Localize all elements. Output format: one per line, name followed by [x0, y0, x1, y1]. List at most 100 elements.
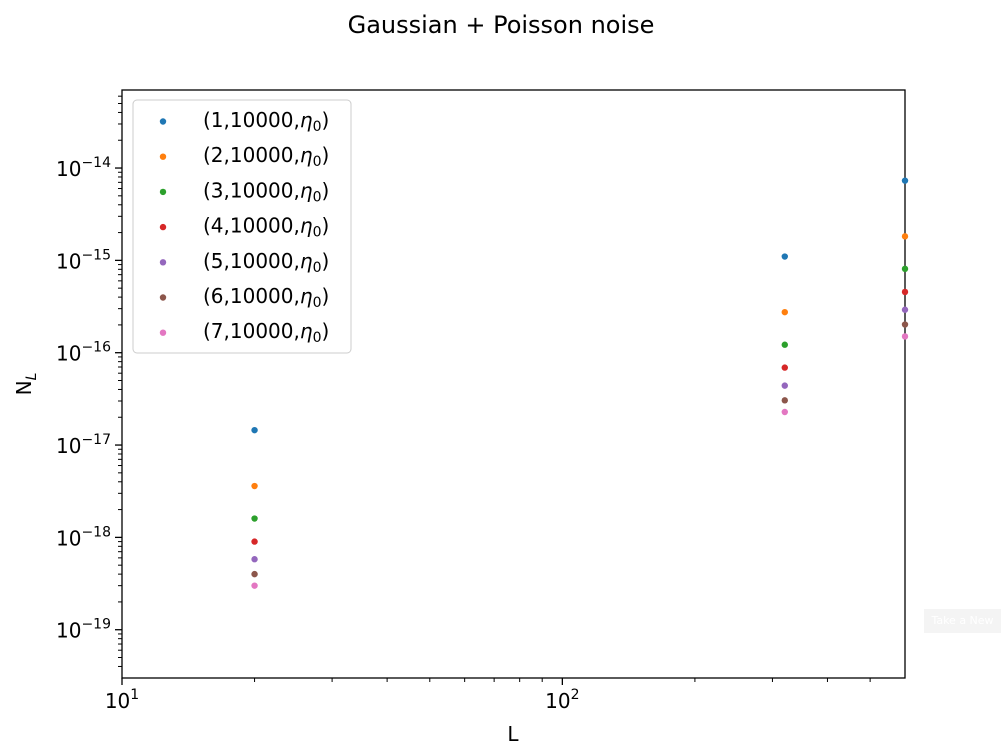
y-tick-label-base: 10 — [56, 157, 81, 181]
legend-label-text: (3,10000, — [203, 178, 300, 202]
legend-label-close: ) — [321, 284, 329, 308]
data-point — [901, 321, 909, 328]
legend-label-symbol: η — [300, 319, 313, 343]
data-point — [901, 265, 909, 273]
y-axis-label-main: N — [12, 380, 36, 395]
data-point — [781, 382, 788, 389]
legend-entry-label: (1,10000,η0) — [203, 108, 329, 135]
legend-label-subscript: 0 — [313, 225, 322, 241]
y-tick-label-exponent: −18 — [81, 524, 111, 540]
legend-label-text: (1,10000, — [203, 108, 300, 132]
data-point — [251, 582, 258, 589]
data-point — [781, 408, 788, 416]
y-tick-label-exponent: −16 — [81, 340, 111, 356]
data-point — [251, 570, 258, 578]
x-tick-label-exponent: 2 — [571, 687, 580, 703]
y-tick-label-exponent: −14 — [81, 155, 111, 171]
legend-label-text: (2,10000, — [203, 143, 300, 167]
x-major-ticks: 101 102 — [105, 678, 580, 713]
legend-label-text: (4,10000, — [203, 214, 300, 238]
legend-label-subscript: 0 — [313, 260, 322, 276]
y-tick-label-base: 10 — [56, 619, 81, 643]
data-point — [781, 397, 788, 404]
y-tick-label: 10−19 — [56, 617, 111, 643]
legend-entry-label: (2,10000,η0) — [203, 143, 329, 170]
x-tick-label-base: 10 — [105, 689, 130, 713]
data-point — [901, 233, 909, 240]
legend: (1,10000,η0)(2,10000,η0)(3,10000,η0)(4,1… — [132, 99, 352, 354]
legend-label-close: ) — [321, 108, 329, 132]
take-new-button[interactable]: Take a New — [924, 609, 1001, 633]
x-tick-label-exponent: 1 — [130, 687, 139, 703]
x-minor-ticks — [254, 678, 871, 682]
legend-marker — [159, 118, 167, 125]
legend-label-close: ) — [321, 319, 329, 343]
y-tick-label: 10−16 — [56, 340, 111, 366]
legend-marker — [159, 223, 167, 231]
legend-label-close: ) — [321, 214, 329, 238]
legend-label-text: (5,10000, — [203, 249, 300, 273]
legend-entry-label: (3,10000,η0) — [203, 178, 329, 205]
legend-label-symbol: η — [300, 284, 313, 308]
data-point — [901, 333, 909, 340]
legend-entry-label: (7,10000,η0) — [203, 319, 329, 346]
legend-marker — [159, 294, 167, 301]
legend-label-symbol: η — [300, 108, 313, 132]
legend-label-subscript: 0 — [313, 119, 322, 135]
legend-label-subscript: 0 — [313, 295, 322, 311]
y-tick-label-base: 10 — [56, 434, 81, 458]
legend-label-close: ) — [321, 178, 329, 202]
y-tick-label-exponent: −17 — [81, 432, 111, 448]
legend-label-close: ) — [321, 143, 329, 167]
chart-title: Gaussian + Poisson noise — [348, 11, 655, 39]
legend-marker — [159, 188, 167, 196]
data-points — [251, 177, 909, 589]
data-point — [251, 482, 258, 490]
y-tick-label: 10−17 — [56, 432, 111, 458]
legend-label-text: (6,10000, — [203, 284, 300, 308]
y-tick-label: 10−18 — [56, 524, 111, 550]
y-tick-label-base: 10 — [56, 526, 81, 550]
legend-label-symbol: η — [300, 143, 313, 167]
data-point — [251, 538, 258, 545]
y-tick-label-base: 10 — [56, 249, 81, 273]
legend-box — [132, 99, 352, 354]
y-tick-label-exponent: −15 — [81, 247, 111, 263]
data-point — [901, 306, 909, 313]
legend-label-symbol: η — [300, 249, 313, 273]
legend-marker — [159, 153, 167, 160]
y-tick-label: 10−14 — [56, 155, 111, 181]
legend-label-symbol: η — [300, 178, 313, 202]
y-tick-label-exponent: −19 — [81, 617, 111, 633]
plot-frame — [121, 89, 906, 679]
legend-entry-label: (6,10000,η0) — [203, 284, 329, 311]
data-point — [901, 288, 909, 296]
legend-marker — [159, 259, 167, 266]
data-point — [251, 556, 258, 563]
legend-label-symbol: η — [300, 214, 313, 238]
y-axis-label-subscript: L — [24, 373, 40, 381]
data-point — [781, 253, 788, 260]
legend-marker — [159, 329, 167, 336]
y-minor-ticks — [118, 95, 122, 667]
legend-label-subscript: 0 — [313, 154, 322, 170]
data-point — [781, 308, 788, 316]
legend-label-text: (7,10000, — [203, 319, 300, 343]
x-tick-label-base: 10 — [545, 689, 570, 713]
y-axis-label: NL — [12, 373, 40, 396]
y-tick-label: 10−15 — [56, 247, 111, 273]
legend-label-close: ) — [321, 249, 329, 273]
data-point — [251, 426, 258, 434]
x-tick-label: 102 — [545, 687, 579, 713]
data-point — [781, 364, 788, 371]
legend-entry-label: (4,10000,η0) — [203, 214, 329, 241]
legend-entry-label: (5,10000,η0) — [203, 249, 329, 276]
data-point — [901, 177, 909, 184]
data-point — [781, 341, 788, 348]
y-tick-label-base: 10 — [56, 342, 81, 366]
x-axis-label: L — [507, 722, 519, 746]
x-tick-label: 101 — [105, 687, 139, 713]
